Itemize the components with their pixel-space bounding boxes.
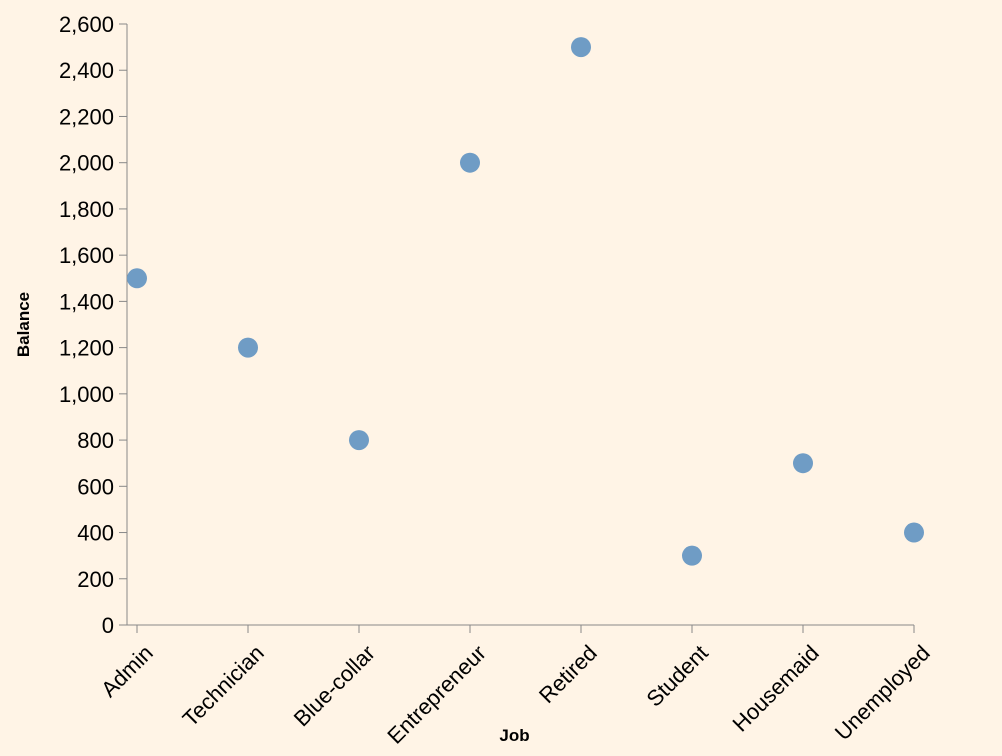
data-point [904, 522, 924, 543]
data-point [793, 453, 813, 474]
x-tick-label: Housemaid [727, 640, 823, 736]
y-tick-label: 200 [77, 567, 114, 592]
y-axis-title: Balance [14, 292, 33, 357]
data-point [571, 37, 591, 58]
y-tick-label: 1,200 [59, 336, 114, 361]
x-tick-label: Unemployed [830, 640, 935, 745]
y-tick-label: 2,400 [59, 58, 114, 83]
x-axis-title: Job [499, 726, 529, 745]
y-tick-label: 400 [77, 521, 114, 546]
data-point [238, 337, 258, 358]
y-tick-label: 600 [77, 474, 114, 499]
y-tick-label: 1,600 [59, 243, 114, 268]
y-tick-label: 1,400 [59, 289, 114, 314]
x-tick-label: Entrepreneur [382, 640, 490, 748]
x-tick-label: Student [642, 640, 713, 711]
x-tick-label: Retired [534, 640, 602, 708]
data-point [127, 268, 147, 289]
x-tick-label: Technician [178, 640, 269, 731]
y-tick-label: 0 [102, 613, 114, 638]
y-tick-label: 800 [77, 428, 114, 453]
y-tick-label: 1,000 [59, 382, 114, 407]
y-axis: 0 200 400 600 800 1,000 1,200 1,400 1,600 1,800 2,… [59, 12, 128, 638]
y-tick-label: 2,000 [59, 151, 114, 176]
y-tick-label: 2,600 [59, 12, 114, 37]
y-tick-label: 2,200 [59, 104, 114, 129]
x-tick-label: Blue-collar [289, 640, 380, 731]
x-tick-label: Admin [96, 640, 158, 702]
data-point [682, 545, 702, 566]
y-tick-label: 1,800 [59, 197, 114, 222]
data-point [460, 152, 480, 173]
data-points [127, 37, 924, 566]
data-point [349, 430, 369, 451]
